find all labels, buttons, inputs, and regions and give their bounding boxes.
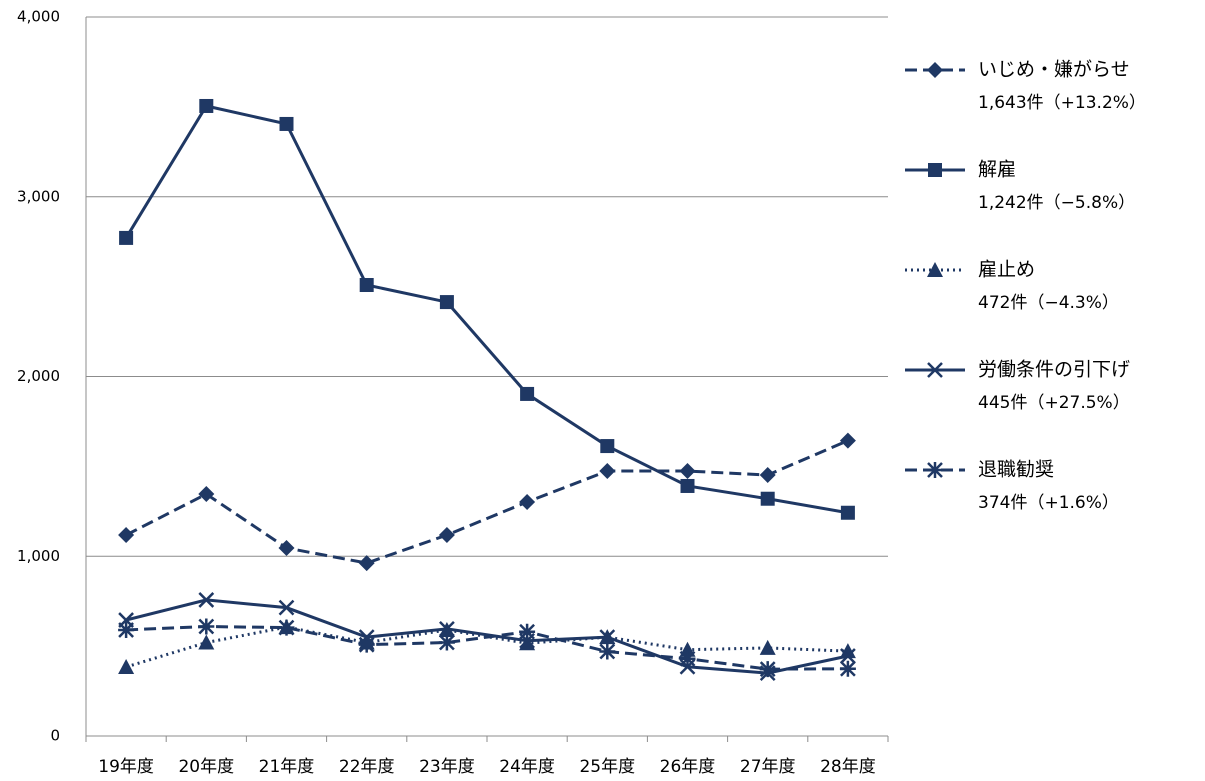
marker xyxy=(198,592,215,608)
marker xyxy=(519,623,536,640)
marker xyxy=(599,463,616,480)
marker xyxy=(680,478,695,493)
x-tick-label: 20年度 xyxy=(178,757,234,777)
x-tick-label: 24年度 xyxy=(499,757,555,777)
marker xyxy=(279,116,294,131)
legend-note: 445件（+27.5%） xyxy=(978,393,1130,413)
marker xyxy=(839,660,856,677)
marker xyxy=(520,386,535,401)
marker xyxy=(198,634,215,650)
legend-label: 退職勧奨 xyxy=(978,459,1054,481)
marker xyxy=(198,486,215,503)
x-tick-label: 23年度 xyxy=(419,757,475,777)
legend-note: 1,242件（−5.8%） xyxy=(978,193,1135,213)
marker xyxy=(439,295,454,310)
legend-marker xyxy=(927,462,943,478)
series-line xyxy=(126,625,848,671)
legend-marker xyxy=(927,262,943,277)
legend-marker xyxy=(927,62,943,78)
x-tick-label: 25年度 xyxy=(579,757,635,777)
legend-label: 雇止め xyxy=(978,259,1035,281)
marker xyxy=(599,643,616,660)
marker xyxy=(679,463,696,480)
marker xyxy=(358,555,375,572)
marker xyxy=(359,278,374,293)
legend-note: 374件（+1.6%） xyxy=(978,493,1119,513)
marker xyxy=(759,639,776,655)
marker xyxy=(760,491,775,506)
marker xyxy=(199,98,214,113)
marker xyxy=(118,527,135,544)
x-tick-label: 22年度 xyxy=(339,757,395,777)
x-tick-label: 19年度 xyxy=(98,757,154,777)
marker xyxy=(759,661,776,678)
marker xyxy=(840,505,855,520)
marker xyxy=(438,527,455,544)
y-tick-label: 2,000 xyxy=(17,367,60,385)
marker xyxy=(600,439,615,454)
legend-label: 解雇 xyxy=(978,159,1016,181)
y-tick-label: 4,000 xyxy=(17,8,60,26)
legend-label: 労働条件の引下げ xyxy=(978,359,1130,381)
marker xyxy=(438,634,455,651)
legend-label: いじめ・嫌がらせ xyxy=(978,59,1130,81)
marker xyxy=(278,599,295,616)
x-tick-label: 27年度 xyxy=(740,757,796,777)
y-tick-label: 3,000 xyxy=(17,187,60,205)
x-tick-label: 26年度 xyxy=(660,757,716,777)
marker xyxy=(439,620,455,637)
marker xyxy=(198,618,215,635)
marker xyxy=(118,658,135,674)
marker xyxy=(358,636,375,653)
series-line xyxy=(125,625,848,669)
marker xyxy=(519,493,536,510)
marker xyxy=(599,629,616,646)
series-line xyxy=(124,104,849,515)
marker xyxy=(119,230,134,245)
marker xyxy=(278,619,295,636)
legend-note: 472件（−4.3%） xyxy=(978,293,1119,313)
marker xyxy=(839,643,856,659)
legend-marker xyxy=(928,163,942,177)
marker xyxy=(840,648,856,664)
marker xyxy=(759,467,776,484)
series-line xyxy=(125,598,849,675)
marker xyxy=(839,432,856,449)
marker xyxy=(118,621,135,638)
series-line xyxy=(125,439,849,565)
marker xyxy=(278,539,295,556)
y-tick-label: 0 xyxy=(50,727,60,745)
y-tick-label: 1,000 xyxy=(17,547,60,565)
legend-marker xyxy=(927,362,943,378)
legend-note: 1,643件（+13.2%） xyxy=(978,93,1146,113)
x-tick-label: 21年度 xyxy=(259,757,315,777)
x-tick-label: 28年度 xyxy=(820,757,876,777)
marker xyxy=(679,650,696,667)
